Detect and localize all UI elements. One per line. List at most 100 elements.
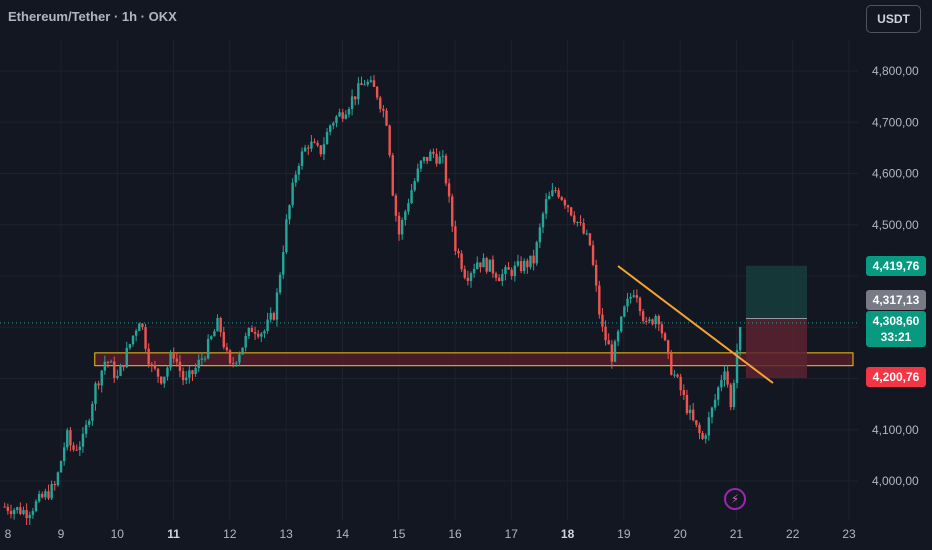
candle-body (219, 317, 222, 333)
candle-body (78, 446, 82, 450)
target-zone (746, 265, 807, 319)
candle-body (523, 260, 526, 272)
y-tick-label: 4,800,00 (872, 64, 919, 78)
candle-body (194, 368, 197, 375)
support-zone (94, 352, 854, 367)
candle-body (391, 155, 394, 196)
candle-body (357, 83, 360, 100)
candle-body (654, 316, 657, 325)
candle-body (200, 358, 204, 360)
candle-body (454, 226, 457, 251)
x-tick-label: 10 (111, 527, 125, 541)
stop-zone (746, 318, 807, 378)
candle-body (144, 327, 147, 349)
candle-body (516, 261, 520, 266)
candle-body (263, 330, 266, 334)
candle-body (44, 491, 47, 498)
candle-body (729, 384, 732, 408)
x-axis: 8 9 10 11 12 13 14 15 16 17 18 19 20 21 22 23 (5, 527, 856, 541)
candle-body (616, 331, 620, 342)
x-tick-label: 8 (5, 527, 12, 541)
candle-body (663, 333, 667, 341)
candle-body (100, 370, 103, 386)
candle-body (9, 511, 13, 515)
candle-body (613, 341, 617, 362)
candle-body (701, 433, 704, 439)
candle-body (181, 370, 185, 381)
candle-body (300, 151, 304, 166)
candle-body (285, 219, 288, 253)
zones (0, 265, 858, 378)
bar-countdown: 33:21 (880, 330, 912, 344)
candle-body (332, 123, 335, 126)
candle-body (457, 250, 460, 254)
candle-body (429, 151, 432, 161)
candle-body (685, 394, 689, 414)
candle-body (56, 472, 60, 486)
candle-body (519, 261, 523, 272)
candle-body (501, 274, 504, 282)
candle-body (106, 361, 110, 363)
candle-body (594, 264, 598, 286)
candle-body (156, 368, 160, 377)
candle-body (707, 417, 711, 436)
candle-body (435, 153, 438, 164)
candle-body (400, 219, 404, 235)
candle-body (113, 361, 116, 378)
currency-button[interactable]: USDT (866, 5, 921, 33)
candle-body (307, 147, 310, 149)
candle-body (206, 338, 210, 359)
candle-body (476, 262, 479, 269)
candle-body (610, 344, 614, 362)
candle-body (72, 445, 75, 450)
candle-body (228, 350, 232, 364)
candle-body (288, 205, 291, 220)
candle-body (510, 269, 513, 277)
candle-body (325, 131, 329, 145)
candle-body (213, 331, 216, 337)
candle-body (53, 483, 56, 486)
y-axis: 4,800,00 4,700,00 4,600,00 4,500,00 4,100,00… (872, 64, 919, 488)
candle-body (122, 364, 125, 368)
grid (0, 40, 858, 520)
candle-body (338, 112, 341, 117)
target-price-tag: 4,419,76 (866, 256, 926, 276)
candle-body (119, 364, 122, 376)
candle-body (466, 277, 470, 281)
candle-body (569, 207, 573, 216)
lightning-bolt-icon[interactable]: ⚡ (724, 488, 746, 510)
candle-body (645, 320, 648, 322)
candle-body (557, 190, 560, 198)
candle-body (272, 313, 276, 320)
candle-body (641, 311, 645, 321)
candle-body (328, 125, 332, 132)
x-tick-label: 12 (223, 527, 237, 541)
candle-body (601, 314, 604, 327)
candle-body (407, 203, 410, 212)
candle-body (397, 215, 401, 235)
candle-body (235, 362, 238, 364)
candle-body (366, 81, 369, 85)
candle-body (385, 110, 388, 126)
x-tick-label: 11 (167, 527, 180, 541)
candle-body (41, 493, 44, 498)
candle-body (382, 108, 385, 111)
current-price-value: 4,308,60 (872, 314, 920, 328)
candle-body (704, 435, 707, 439)
candle-body (629, 296, 632, 299)
candle-body (666, 340, 670, 354)
candle-body (241, 347, 244, 355)
candle-body (128, 344, 132, 348)
candle-body (247, 327, 251, 336)
y-tick-label: 4,000,00 (872, 474, 919, 488)
candle-body (660, 324, 664, 334)
candle-body (275, 292, 279, 320)
candle-body (282, 252, 285, 275)
candle-body (169, 353, 172, 368)
candle-body (494, 273, 498, 278)
x-tick-label: 20 (673, 527, 687, 541)
candle-body (47, 491, 50, 499)
candle-body (250, 327, 254, 333)
candle-body (91, 403, 94, 421)
